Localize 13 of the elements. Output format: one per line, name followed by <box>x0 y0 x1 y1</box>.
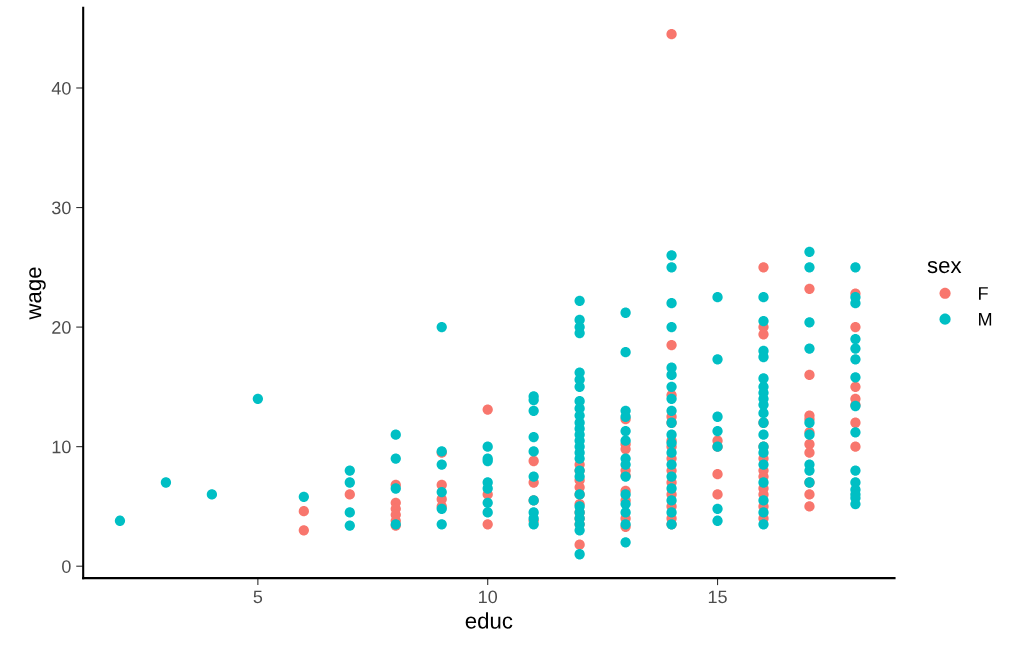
x-tick-label: 15 <box>708 590 727 604</box>
y-axis-title: wage <box>29 267 46 320</box>
y-tick-label: 40 <box>51 81 71 95</box>
x-axis-title: educ <box>465 612 513 629</box>
y-tick-label: 20 <box>52 321 71 334</box>
legend-label: F <box>979 287 988 300</box>
x-tick-label: 10 <box>479 590 498 604</box>
x-tick-label: 5 <box>253 590 263 604</box>
y-tick-label: 30 <box>51 201 71 215</box>
legend-title: sex <box>927 260 962 274</box>
y-tick-label: 0 <box>62 560 71 573</box>
legend-label: M <box>979 313 992 326</box>
y-tick-label: 10 <box>52 440 71 454</box>
